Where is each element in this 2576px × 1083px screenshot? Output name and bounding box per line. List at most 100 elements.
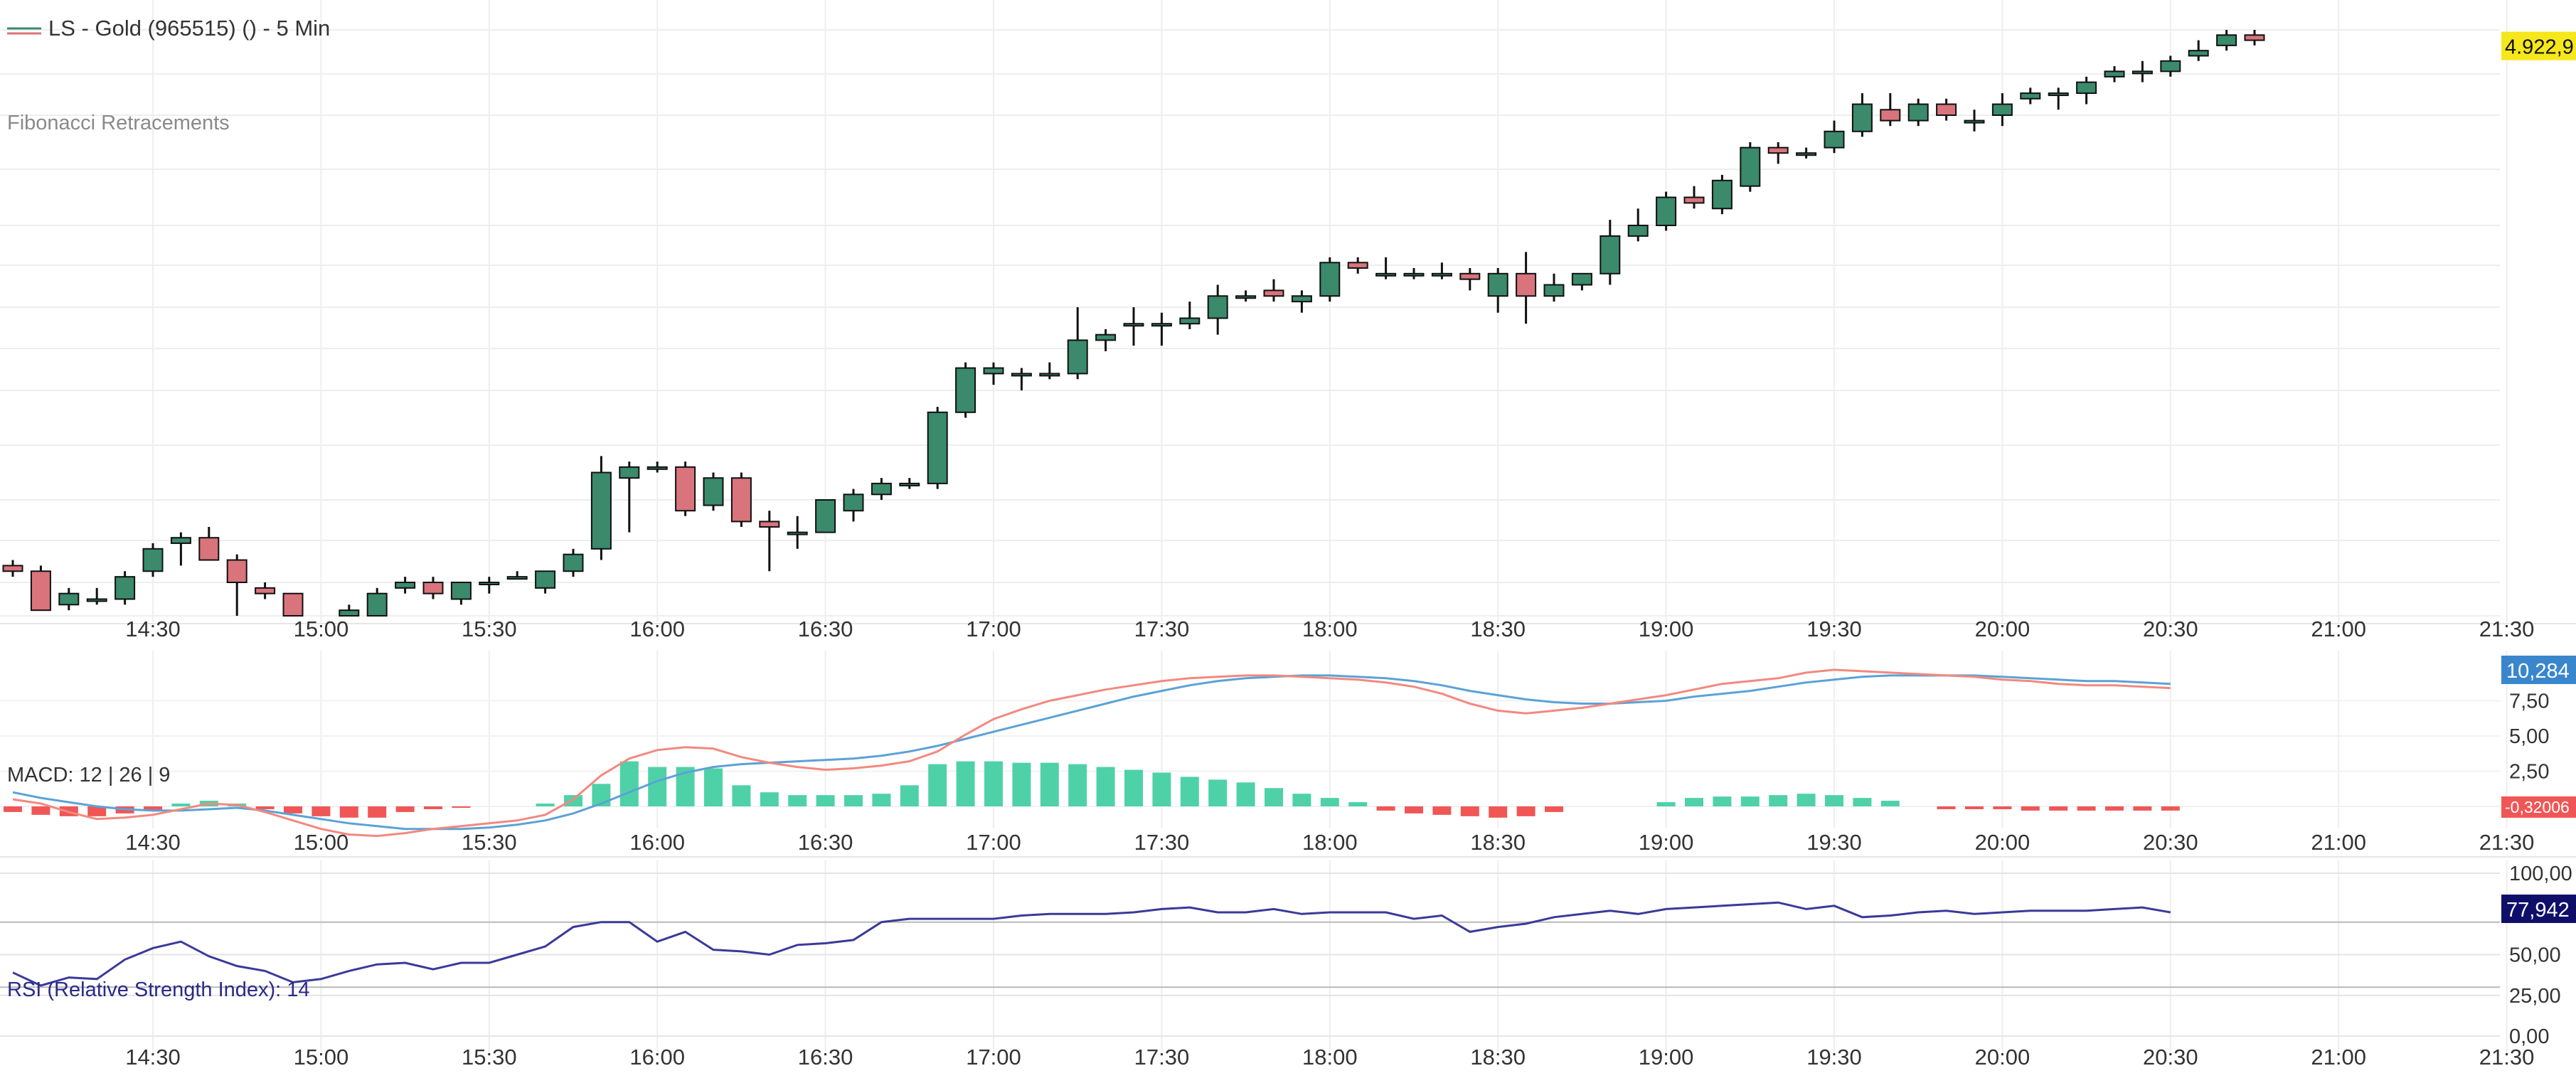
candle[interactable] <box>2104 66 2125 82</box>
candle[interactable] <box>2131 60 2153 82</box>
candle[interactable] <box>1179 302 1201 329</box>
candle[interactable] <box>1571 272 1592 291</box>
candle[interactable] <box>142 543 164 577</box>
candle[interactable] <box>115 571 136 605</box>
candle[interactable] <box>843 489 864 522</box>
candle[interactable] <box>675 462 696 516</box>
candle[interactable] <box>1375 257 1397 279</box>
candle[interactable] <box>563 548 584 577</box>
candle[interactable] <box>1235 290 1257 302</box>
candle[interactable] <box>590 456 612 560</box>
candle[interactable] <box>170 532 191 566</box>
candle[interactable] <box>30 565 51 612</box>
candle[interactable] <box>339 604 360 617</box>
candle[interactable] <box>198 527 220 561</box>
candle[interactable] <box>2076 76 2097 105</box>
candle[interactable] <box>422 577 444 599</box>
candle[interactable] <box>2216 30 2237 51</box>
candle[interactable] <box>759 511 780 572</box>
candle[interactable] <box>1600 220 1621 285</box>
macd-histogram-bar <box>1516 806 1536 816</box>
candle[interactable] <box>1403 267 1425 279</box>
candle[interactable] <box>2160 55 2181 77</box>
candle[interactable] <box>1683 186 1705 209</box>
instrument-title[interactable]: LS - Gold (965515) () - 5 Min <box>48 16 330 41</box>
candle[interactable] <box>1347 257 1368 274</box>
macd-label[interactable]: MACD: 12 | 26 | 9 <box>7 764 170 786</box>
candle-body-up <box>2048 92 2069 97</box>
candle[interactable] <box>1851 93 1873 137</box>
macd-histogram-bar <box>1740 796 1760 806</box>
candle[interactable] <box>1824 120 1845 154</box>
candle[interactable] <box>86 587 107 605</box>
candle[interactable] <box>1936 98 1957 121</box>
candle[interactable] <box>1151 312 1172 346</box>
candle[interactable] <box>226 554 248 616</box>
candle[interactable] <box>506 571 528 580</box>
candle[interactable] <box>619 462 640 533</box>
candle[interactable] <box>1991 93 2013 127</box>
candle[interactable] <box>1319 257 1341 302</box>
candle-body-up <box>1656 196 1677 226</box>
candle[interactable] <box>955 362 976 418</box>
macd-histogram-bar <box>1152 772 1171 806</box>
macd-line[interactable] <box>12 668 2171 838</box>
macd-signal-line[interactable] <box>12 674 2171 831</box>
candle[interactable] <box>255 582 276 599</box>
candle[interactable] <box>1880 93 1901 127</box>
candle[interactable] <box>1039 362 1060 380</box>
candle[interactable] <box>366 587 388 617</box>
candle[interactable] <box>1067 307 1088 380</box>
candle[interactable] <box>2048 87 2069 110</box>
rsi-label[interactable]: RSI (Relative Strength Index): 14 <box>7 978 310 1001</box>
rsi-line[interactable] <box>12 901 2171 987</box>
rsi-panel[interactable] <box>12 901 2171 987</box>
candle[interactable] <box>395 577 416 594</box>
candle[interactable] <box>1516 252 1537 324</box>
macd-panel[interactable] <box>4 668 2180 838</box>
candle[interactable] <box>1487 267 1508 313</box>
candle[interactable] <box>282 592 304 617</box>
macd-histogram-bar <box>984 761 1003 806</box>
candle[interactable] <box>1123 307 1144 346</box>
candle[interactable] <box>927 407 948 489</box>
candle[interactable] <box>1767 142 1789 164</box>
candle[interactable] <box>450 582 472 605</box>
candle[interactable] <box>1543 273 1565 302</box>
candle[interactable] <box>2244 30 2265 46</box>
candle[interactable] <box>1907 98 1929 127</box>
candle[interactable] <box>535 570 556 594</box>
candle[interactable] <box>983 362 1004 385</box>
candle[interactable] <box>703 472 724 511</box>
candle[interactable] <box>1740 142 1761 192</box>
candle[interactable] <box>2020 87 2041 105</box>
legend-header[interactable]: LS - Gold (965515) () - 5 Min <box>7 16 330 41</box>
candle[interactable] <box>2188 40 2209 61</box>
candle[interactable] <box>1291 290 1312 313</box>
candle[interactable] <box>58 587 80 611</box>
candle[interactable] <box>1796 147 1817 159</box>
candle[interactable] <box>730 472 752 528</box>
candle[interactable] <box>2 560 23 577</box>
candle[interactable] <box>1263 279 1284 302</box>
price-panel[interactable] <box>2 30 2265 617</box>
candle[interactable] <box>1431 262 1452 279</box>
candle[interactable] <box>1095 329 1117 351</box>
candle[interactable] <box>1711 174 1733 215</box>
candle[interactable] <box>1964 110 1985 132</box>
candle[interactable] <box>787 516 808 549</box>
candle[interactable] <box>899 478 920 489</box>
candle[interactable] <box>1459 267 1481 291</box>
overlay-label[interactable]: Fibonacci Retracements <box>7 112 230 134</box>
candle[interactable] <box>646 462 668 473</box>
candle[interactable] <box>815 499 836 533</box>
time-tick-label: 16:30 <box>798 1045 853 1069</box>
candle[interactable] <box>1207 284 1228 335</box>
candle-body-up <box>1543 284 1565 297</box>
candle[interactable] <box>1627 208 1649 242</box>
candle[interactable] <box>1011 368 1032 390</box>
candle-body-up <box>871 482 892 496</box>
candle[interactable] <box>1656 191 1677 231</box>
candle[interactable] <box>479 577 500 594</box>
candle[interactable] <box>871 478 892 500</box>
